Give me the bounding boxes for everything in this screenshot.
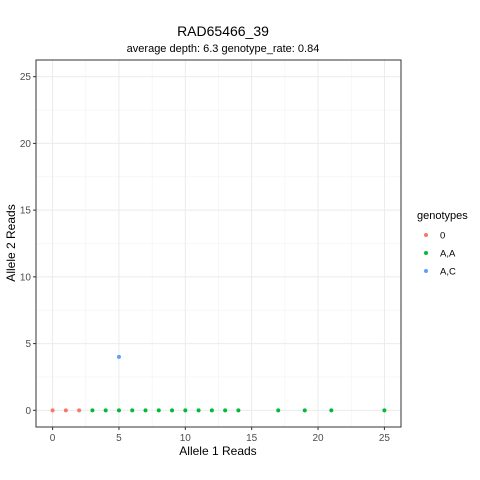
y-tick-label: 10: [20, 272, 32, 283]
data-point: [130, 408, 135, 413]
data-point: [183, 408, 188, 413]
data-point: [116, 354, 121, 359]
y-tick-label: 25: [20, 72, 32, 83]
data-point: [116, 408, 121, 413]
legend-key: [424, 269, 428, 273]
plot-border: [35, 59, 402, 428]
data-point: [302, 408, 307, 413]
x-tick-label: 20: [312, 433, 324, 444]
legend: genotypes 0 A,A A,C: [417, 210, 468, 278]
x-tick-label: 0: [50, 433, 56, 444]
legend-title: genotypes: [417, 210, 468, 222]
data-point: [223, 408, 228, 413]
data-point: [329, 408, 334, 413]
data-point: [382, 408, 387, 413]
x-tick-label: 5: [116, 433, 122, 444]
legend-label: A,A: [440, 249, 456, 260]
data-point: [103, 408, 108, 413]
data-points: [50, 354, 387, 413]
data-point: [156, 408, 161, 413]
legend-key: [424, 233, 428, 237]
chart-title: RAD65466_39: [177, 23, 269, 39]
x-axis-title: Allele 1 Reads: [179, 444, 256, 458]
chart-subtitle: average depth: 6.3 genotype_rate: 0.84: [127, 43, 320, 55]
data-point: [77, 408, 82, 413]
data-point: [196, 408, 201, 413]
data-point: [170, 408, 175, 413]
legend-label: 0: [440, 231, 445, 242]
y-axis: 0 5 10 15 20 25: [20, 72, 36, 417]
x-tick-label: 10: [180, 433, 192, 444]
legend-key: [424, 251, 428, 255]
y-tick-label: 5: [25, 339, 31, 350]
grid-lines: [36, 60, 401, 427]
data-point: [63, 408, 68, 413]
y-axis-title: Allele 2 Reads: [4, 204, 18, 281]
legend-label: A,C: [440, 267, 456, 278]
data-point: [90, 408, 95, 413]
legend-items: 0 A,A A,C: [424, 231, 456, 278]
data-point: [209, 408, 214, 413]
data-point: [143, 408, 148, 413]
x-axis: 0 5 10 15 20 25: [50, 427, 391, 444]
y-tick-label: 20: [20, 139, 32, 150]
data-point: [50, 408, 55, 413]
x-tick-label: 25: [379, 433, 391, 444]
x-tick-label: 15: [246, 433, 258, 444]
y-tick-label: 15: [20, 206, 32, 217]
y-tick-label: 0: [25, 406, 31, 417]
data-point: [276, 408, 281, 413]
data-point: [236, 408, 241, 413]
